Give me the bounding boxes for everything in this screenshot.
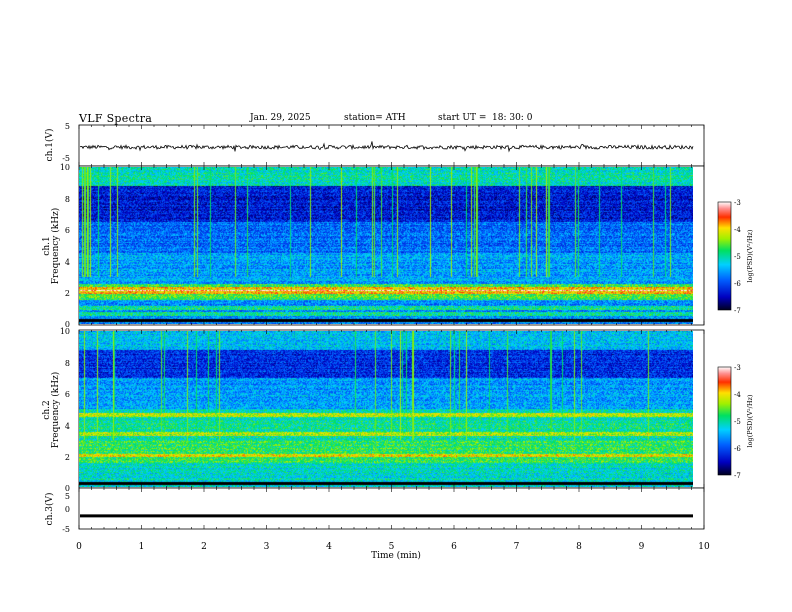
- ch2-ytick-2: 2: [65, 453, 70, 462]
- xtick-10: 10: [698, 542, 710, 552]
- ch1-colorbar: [717, 201, 732, 311]
- chart-title: VLF Spectra: [79, 112, 153, 125]
- ch3-ytick-5: 5: [65, 492, 70, 501]
- ch3-ytick--5: -5: [62, 525, 70, 534]
- ch2-ytick-10: 10: [60, 327, 70, 336]
- ch1-cbar-tick--3: -3: [734, 199, 741, 207]
- ch2-ytick-4: 4: [65, 422, 70, 431]
- xtick-7: 7: [514, 542, 520, 552]
- ch1-channel-label: ch.1: [42, 236, 52, 255]
- xtick-9: 9: [639, 542, 645, 552]
- xtick-0: 0: [76, 542, 82, 552]
- ch2-ytick-0: 0: [65, 484, 70, 493]
- ch1-spectrogram-image: [79, 167, 693, 324]
- ch2-colorbar: [717, 366, 732, 476]
- ch1-ytick-4: 4: [65, 258, 70, 267]
- ch3-ytick-0: 0: [65, 505, 70, 514]
- xtick-8: 8: [576, 542, 582, 552]
- ch1-waveform-line: [79, 141, 694, 153]
- ch2-cbar-tick--4: -4: [734, 391, 741, 399]
- ch1-ytick-bottom: -5: [62, 154, 70, 163]
- ch1-cbar-tick--4: -4: [734, 226, 741, 234]
- xtick-1: 1: [139, 542, 145, 552]
- ch2-cbar-tick--7: -7: [734, 472, 741, 480]
- ch3-wave-ylabel: ch.3(V): [44, 493, 55, 526]
- ch2-spectrogram-image: [79, 331, 693, 487]
- ch1-ytick-10: 10: [60, 163, 70, 172]
- start-time-label: start UT =: [438, 113, 487, 123]
- ch1-ytick-6: 6: [65, 226, 70, 235]
- ch1-cbar-tick--5: -5: [734, 253, 741, 261]
- xtick-2: 2: [201, 542, 207, 552]
- ch2-colorbar-label: log(PSD)(V²/Hz): [746, 394, 754, 447]
- x-axis-label: Time (min): [371, 550, 421, 561]
- ch1-spectrogram-panel: 10 8 6 4 2 0 ch.1 Frequency (kHz) -3 -4 …: [42, 163, 754, 329]
- ch2-spectrogram-panel: 10 8 6 4 2 0 ch.2 Frequency (kHz) -3 -4 …: [42, 327, 754, 493]
- ch3-waveform-panel: 5 0 -5 ch.3(V) 0 1 2 3 4 5 6 7 8 9 10 Ti…: [44, 487, 710, 561]
- xtick-5: 5: [389, 542, 395, 552]
- ch1-waveform-panel: 5 -5 ch.1(V): [44, 122, 705, 167]
- ch1-colorbar-label: log(PSD)(V²/Hz): [746, 229, 754, 282]
- ch2-cbar-tick--5: -5: [734, 418, 741, 426]
- date-label: Jan. 29, 2025: [250, 113, 311, 123]
- ch2-cbar-tick--3: -3: [734, 364, 741, 372]
- ch1-ytick-2: 2: [65, 289, 70, 298]
- ch1-cbar-tick--7: -7: [734, 307, 741, 315]
- ch1-wave-ylabel: ch.1(V): [44, 129, 55, 162]
- station-label: station= ATH: [344, 113, 406, 123]
- ch1-ytick-0: 0: [65, 320, 70, 329]
- ch1-frequency-ylabel: Frequency (kHz): [50, 208, 61, 285]
- ch2-ytick-6: 6: [65, 390, 70, 399]
- ch1-ytick-top: 5: [65, 122, 70, 131]
- ch2-cbar-tick--6: -6: [734, 445, 741, 453]
- ch2-frequency-ylabel: Frequency (kHz): [50, 372, 61, 449]
- xtick-3: 3: [264, 542, 270, 552]
- ch2-channel-label: ch.2: [42, 400, 52, 419]
- ch1-cbar-tick--6: -6: [734, 280, 741, 288]
- xtick-4: 4: [326, 542, 332, 552]
- ch2-ytick-8: 8: [65, 359, 70, 368]
- ch1-ytick-8: 8: [65, 195, 70, 204]
- start-time-value: 18: 30: 0: [492, 113, 533, 123]
- xtick-6: 6: [451, 542, 457, 552]
